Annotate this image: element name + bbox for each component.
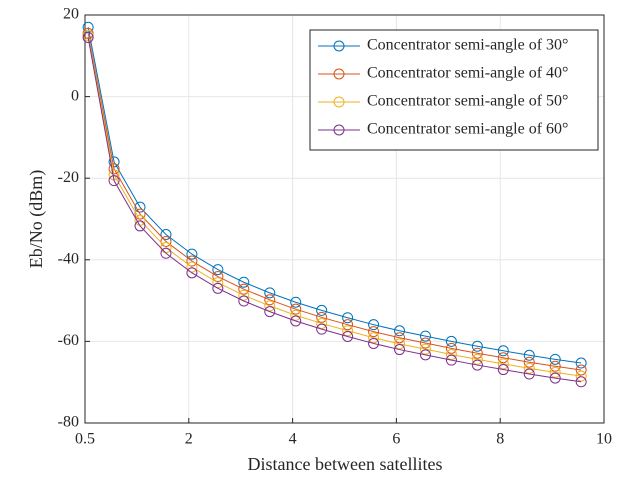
marker <box>134 201 146 213</box>
marker <box>523 349 535 361</box>
legend-label: Concentrator semi-angle of 40° <box>367 65 568 82</box>
marker <box>160 235 172 247</box>
marker <box>394 325 406 337</box>
marker <box>471 359 483 371</box>
y-tick-label: 20 <box>63 6 79 23</box>
y-tick-label: -60 <box>58 332 79 349</box>
marker <box>549 353 561 365</box>
marker <box>186 248 198 260</box>
marker <box>264 300 276 312</box>
marker <box>342 325 354 337</box>
marker <box>497 364 509 376</box>
x-tick-label: 8 <box>496 431 504 448</box>
y-tick-label: -20 <box>58 169 79 186</box>
legend-label: Concentrator semi-angle of 60° <box>367 121 568 138</box>
marker <box>238 283 250 295</box>
marker <box>394 344 406 356</box>
marker <box>368 337 380 349</box>
marker <box>445 342 457 354</box>
marker <box>186 267 198 279</box>
marker <box>342 312 354 324</box>
legend-marker <box>333 40 345 52</box>
legend: Concentrator semi-angle of 30° Concentrat… <box>309 29 599 151</box>
marker <box>368 326 380 338</box>
marker <box>238 289 250 301</box>
marker <box>523 356 535 368</box>
x-axis-label: Distance between satellites <box>248 454 443 474</box>
marker <box>419 343 431 355</box>
marker <box>264 306 276 318</box>
marker <box>497 358 509 370</box>
marker <box>368 332 380 344</box>
legend-label: Concentrator semi-angle of 30° <box>367 37 568 54</box>
marker <box>575 376 587 388</box>
marker <box>212 282 224 294</box>
marker <box>497 345 509 357</box>
marker <box>290 303 302 315</box>
y-axis-label: Eb/No (dBm) <box>26 170 47 269</box>
marker <box>264 287 276 299</box>
marker <box>212 271 224 283</box>
marker <box>342 331 354 343</box>
marker <box>290 309 302 321</box>
legend-marker <box>333 96 345 108</box>
marker <box>160 229 172 241</box>
marker <box>264 294 276 306</box>
marker <box>316 304 328 316</box>
marker <box>523 368 535 380</box>
marker <box>394 332 406 344</box>
marker <box>108 175 120 187</box>
marker <box>394 338 406 350</box>
marker <box>471 340 483 352</box>
marker <box>575 370 587 382</box>
legend-marker <box>333 68 345 80</box>
x-tick-label: 0.5 <box>75 431 95 448</box>
marker <box>316 323 328 335</box>
y-tick-label: -40 <box>58 250 79 267</box>
marker <box>549 360 561 372</box>
marker <box>445 348 457 360</box>
marker <box>238 295 250 307</box>
marker <box>238 276 250 288</box>
legend-marker <box>333 124 345 136</box>
marker <box>549 366 561 378</box>
marker <box>342 319 354 331</box>
marker <box>134 208 146 220</box>
y-tick-label: 0 <box>71 87 79 104</box>
marker <box>445 335 457 347</box>
marker <box>549 372 561 384</box>
marker <box>134 220 146 232</box>
marker <box>419 349 431 361</box>
marker <box>212 277 224 289</box>
marker <box>290 296 302 308</box>
marker <box>419 337 431 349</box>
marker <box>160 247 172 259</box>
marker <box>419 330 431 342</box>
plot-frame <box>84 14 605 424</box>
y-tick-label: -80 <box>58 414 79 431</box>
marker <box>445 354 457 366</box>
marker <box>368 319 380 331</box>
marker <box>316 311 328 323</box>
marker <box>186 261 198 273</box>
marker <box>316 317 328 329</box>
x-tick-label: 6 <box>392 431 400 448</box>
marker <box>186 255 198 267</box>
marker <box>523 362 535 374</box>
marker <box>497 352 509 364</box>
marker <box>575 357 587 369</box>
marker <box>290 315 302 327</box>
marker <box>471 347 483 359</box>
marker <box>575 364 587 376</box>
marker <box>212 264 224 276</box>
x-tick-label: 10 <box>596 431 612 448</box>
marker <box>82 31 94 43</box>
x-tick-label: 4 <box>289 431 297 448</box>
legend-label: Concentrator semi-angle of 50° <box>367 93 568 110</box>
marker <box>471 353 483 365</box>
x-tick-label: 2 <box>185 431 193 448</box>
